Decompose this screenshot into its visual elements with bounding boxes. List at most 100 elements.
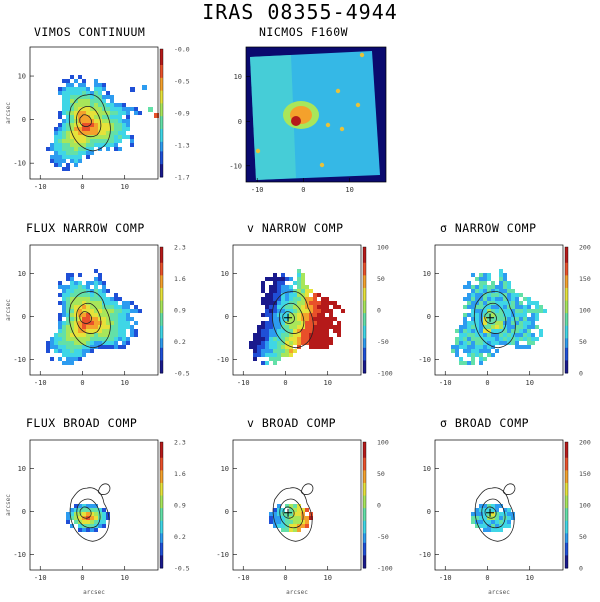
x-tick-label: -10 [34,574,47,582]
panel-title-v-broad: v BROAD COMP [247,416,337,430]
y-tick-label: 10 [221,465,229,473]
colorbar-tick-label: -0.5 [174,565,190,573]
plot-frame [29,244,159,376]
nicmos-star [325,122,331,128]
colorbar-tick-label: 100 [377,244,389,252]
nicmos-star [319,162,325,168]
y-axis-label: arcsec [5,494,12,516]
contour-line [474,291,516,349]
y-tick-label: -10 [13,356,26,364]
contour-line [69,291,111,349]
x-tick-label: 0 [485,379,489,387]
x-tick-label: 10 [324,574,332,582]
colorbar-tick-label: -0.0 [174,46,190,54]
x-tick-label: 10 [121,183,129,191]
colorbar [159,48,164,178]
x-tick-label: -10 [34,183,47,191]
y-tick-label: 0 [225,313,229,321]
x-tick-label: -10 [251,186,264,194]
contour-line [69,94,111,152]
plot-frame [434,244,564,376]
y-tick-label: 0 [427,313,431,321]
contour-line [76,498,101,529]
x-tick-label: -10 [237,379,250,387]
y-tick-label: 0 [22,116,26,124]
pixel-knot [148,107,153,112]
colorbar-tick-label: 200 [579,244,591,252]
nicmos-star [339,126,345,132]
plot-frame [232,244,362,376]
colorbar-tick-label: 1.6 [174,470,186,478]
nicmos-star [355,102,361,108]
colorbar-tick-label: 0.9 [174,307,186,315]
colorbar-tick-label: 50 [579,533,587,541]
pixel-knot [130,87,135,92]
colorbar-tick-label: -100 [377,370,393,378]
colorbar-tick-label: 50 [377,470,385,478]
y-tick-label: 10 [221,270,229,278]
y-tick-label: -10 [13,160,26,168]
colorbar-tick-label: -50 [377,338,389,346]
colorbar-tick-label: 0 [579,565,583,573]
panel-title-flux-broad: FLUX BROAD COMP [26,416,138,430]
contour-line [282,311,295,324]
x-tick-label: -10 [34,379,47,387]
colorbar-tick-label: -100 [377,565,393,573]
colorbar [564,441,569,569]
y-tick-label: -10 [229,162,242,170]
x-tick-label: -10 [439,574,452,582]
colorbar-tick-label: 50 [377,275,385,283]
center-cross [284,313,293,322]
y-tick-label: 0 [427,508,431,516]
x-tick-label: 0 [283,574,287,582]
nicmos-star [255,148,261,154]
contour-line [300,483,314,495]
pixel-knot [142,85,147,90]
x-tick-label: 10 [345,186,353,194]
nicmos-star [359,52,365,58]
contour-line [282,506,295,519]
plot-frame [245,46,387,183]
y-tick-label: -10 [216,551,229,559]
y-tick-label: 0 [22,508,26,516]
contour-line [481,498,506,529]
x-tick-label: 0 [80,379,84,387]
x-tick-label: -10 [439,379,452,387]
contour-line [278,302,305,334]
colorbar [159,246,164,374]
colorbar-tick-label: 50 [579,338,587,346]
contour-line [502,483,516,495]
colorbar-tick-label: 200 [579,439,591,447]
x-tick-label: -10 [237,574,250,582]
y-tick-label: 10 [18,465,26,473]
colorbar-tick-label: -0.5 [174,370,190,378]
x-axis-label: arcsec [83,589,105,596]
figure-title: IRAS 08355-4944 [202,0,398,24]
x-tick-label: 10 [121,574,129,582]
contour-line [75,106,102,137]
colorbar-tick-label: 150 [579,470,591,478]
colorbar-tick-label: 0 [377,502,381,510]
panel-title-v-narrow: v NARROW COMP [247,221,344,235]
contour-line [79,114,92,127]
colorbar [159,441,164,569]
colorbar-tick-label: 0 [377,307,381,315]
x-tick-label: 10 [526,574,534,582]
plot-frame [434,439,564,571]
x-tick-label: 0 [485,574,489,582]
colorbar-tick-label: 100 [377,439,389,447]
y-axis-label: arcsec [5,299,12,321]
y-tick-label: 0 [238,118,242,126]
colorbar-tick-label: -1.3 [174,142,190,150]
pixel-knot [154,113,159,118]
colorbar-tick-label: 2.3 [174,244,186,252]
colorbar-tick-label: 2.3 [174,439,186,447]
y-tick-label: 0 [225,508,229,516]
x-tick-label: 0 [301,186,305,194]
contour-line [75,302,102,334]
contour-line [474,487,515,542]
plot-frame [29,439,159,571]
